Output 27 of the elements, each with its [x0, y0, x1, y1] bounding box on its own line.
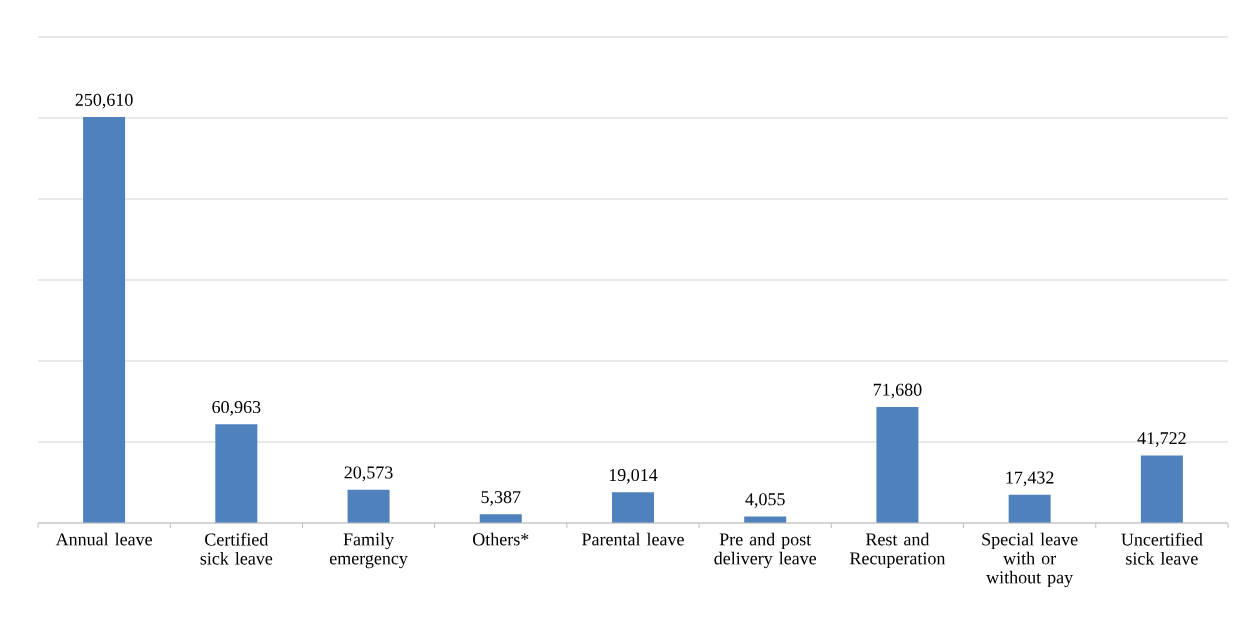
data-label: 41,722: [1137, 432, 1186, 447]
bar: [1008, 494, 1051, 523]
bar: [611, 492, 654, 523]
x-tick-label: Annual leave: [55, 532, 152, 546]
data-label: 250,610: [75, 93, 133, 109]
data-label: 20,573: [344, 466, 393, 482]
x-tick-label: Uncertified sick leave: [1121, 532, 1203, 565]
data-label: 4,055: [745, 493, 785, 508]
x-tick-label: Family emergency: [329, 532, 408, 569]
bar: [1140, 455, 1183, 523]
x-tick-label: Rest and Recuperation: [849, 532, 946, 569]
data-label: 60,963: [212, 400, 261, 416]
x-tick-label: Certified sick leave: [200, 532, 273, 565]
bar: [479, 514, 522, 523]
bar: [83, 117, 126, 523]
bar: [744, 516, 787, 523]
data-label: 17,432: [1006, 471, 1054, 487]
data-label: 71,680: [873, 383, 922, 399]
bar: [876, 406, 919, 523]
bar: [347, 489, 390, 523]
bar: [215, 424, 258, 523]
x-tick-label: Others*: [473, 532, 529, 546]
x-tick-label: Parental leave: [582, 532, 684, 546]
data-label: 19,014: [609, 468, 658, 484]
data-label: 5,387: [481, 491, 521, 506]
x-tick-label: Special leave with or without pay: [982, 532, 1078, 588]
x-tick-label: Pre and post delivery leave: [714, 532, 817, 569]
